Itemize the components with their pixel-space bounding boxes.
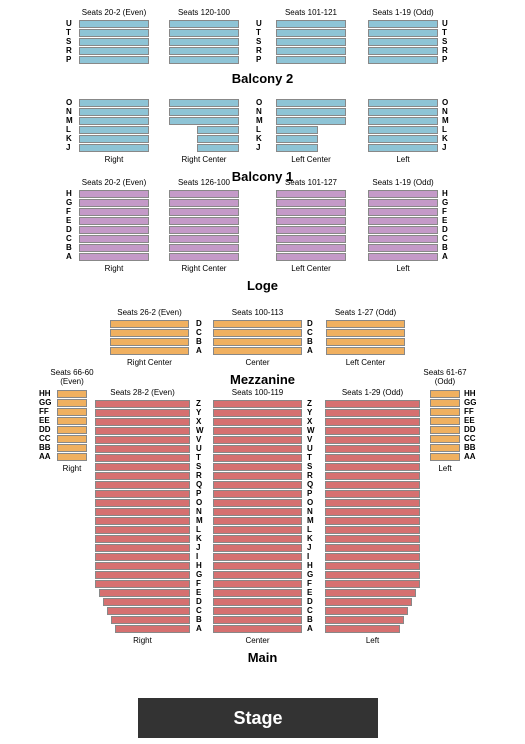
- label: Left Center: [321, 358, 410, 367]
- row-labels: DCBA: [196, 320, 202, 356]
- row-labels: UTSRP: [66, 20, 72, 65]
- label: Right: [74, 264, 154, 273]
- seating-block: [57, 390, 87, 462]
- label: Left: [320, 636, 425, 645]
- label: Seats 20-2 (Even): [74, 178, 154, 187]
- row-labels: ONMLKJ: [442, 99, 449, 153]
- label: Seats 1-19 (Odd): [363, 178, 443, 187]
- label: Left Center: [271, 264, 351, 273]
- seating-block: [326, 320, 405, 356]
- label: Right: [90, 636, 195, 645]
- label: Seats 100-119: [208, 388, 307, 397]
- label: Seats 126-100: [164, 178, 244, 187]
- seating-block: [110, 320, 189, 356]
- label: Balcony 2: [0, 71, 525, 86]
- row-labels: HHGGFFEEDDCCBBAA: [464, 390, 476, 462]
- seating-block: [79, 20, 149, 65]
- seating-block: [169, 99, 239, 153]
- row-labels: ONMLKJ: [256, 99, 263, 153]
- seating-block: [95, 400, 190, 634]
- row-labels: HGFEDCBA: [66, 190, 72, 262]
- label: Main: [0, 650, 525, 665]
- label: Loge: [0, 278, 525, 293]
- label: Left: [363, 155, 443, 164]
- label: Seats 28-2 (Even): [90, 388, 195, 397]
- label: Seats 1-19 (Odd): [363, 8, 443, 17]
- label: Seats 66-60 (Even): [42, 368, 102, 386]
- label: Right Center: [164, 155, 244, 164]
- label: Right Center: [105, 358, 194, 367]
- seating-block: [169, 190, 239, 262]
- row-labels: ZYXWVUTSRQPONMLKJIHGFEDCBA: [196, 400, 204, 634]
- label: Center: [208, 358, 307, 367]
- label: Seats 61-67 (Odd): [415, 368, 475, 386]
- seating-block: [368, 190, 438, 262]
- seating-block: [213, 320, 302, 356]
- label: Right: [74, 155, 154, 164]
- label: Right: [52, 464, 92, 473]
- seating-block: [276, 20, 346, 65]
- seating-block: [368, 20, 438, 65]
- label: Seats 1-29 (Odd): [320, 388, 425, 397]
- row-labels: HHGGFFEEDDCCBBAA: [39, 390, 51, 462]
- seating-block: [79, 99, 149, 153]
- label: Seats 20-2 (Even): [74, 8, 154, 17]
- label: Seats 100-113: [208, 308, 307, 317]
- seating-block: [276, 190, 346, 262]
- label: Seats 1-27 (Odd): [321, 308, 410, 317]
- row-labels: HGFEDCBA: [442, 190, 448, 262]
- seating-block: [79, 190, 149, 262]
- label: Center: [208, 636, 307, 645]
- seating-block: [430, 390, 460, 462]
- seating-block: [213, 400, 302, 634]
- row-labels: DCBA: [307, 320, 313, 356]
- seating-block: [325, 400, 420, 634]
- row-labels: UTSRP: [442, 20, 448, 65]
- label: Left: [425, 464, 465, 473]
- label: Seats 120-100: [164, 8, 244, 17]
- label: Seats 26-2 (Even): [105, 308, 194, 317]
- label: Left: [363, 264, 443, 273]
- label: Seats 101-121: [271, 8, 351, 17]
- row-labels: ZYXWVUTSRQPONMLKJIHGFEDCBA: [307, 400, 315, 634]
- row-labels: UTSRP: [256, 20, 262, 65]
- seating-block: [276, 99, 346, 153]
- stage: Stage: [138, 698, 378, 738]
- row-labels: ONMLKJ: [66, 99, 73, 153]
- seating-block: [169, 20, 239, 65]
- label: Seats 101-127: [271, 178, 351, 187]
- seating-block: [368, 99, 438, 153]
- label: Left Center: [271, 155, 351, 164]
- label: Right Center: [164, 264, 244, 273]
